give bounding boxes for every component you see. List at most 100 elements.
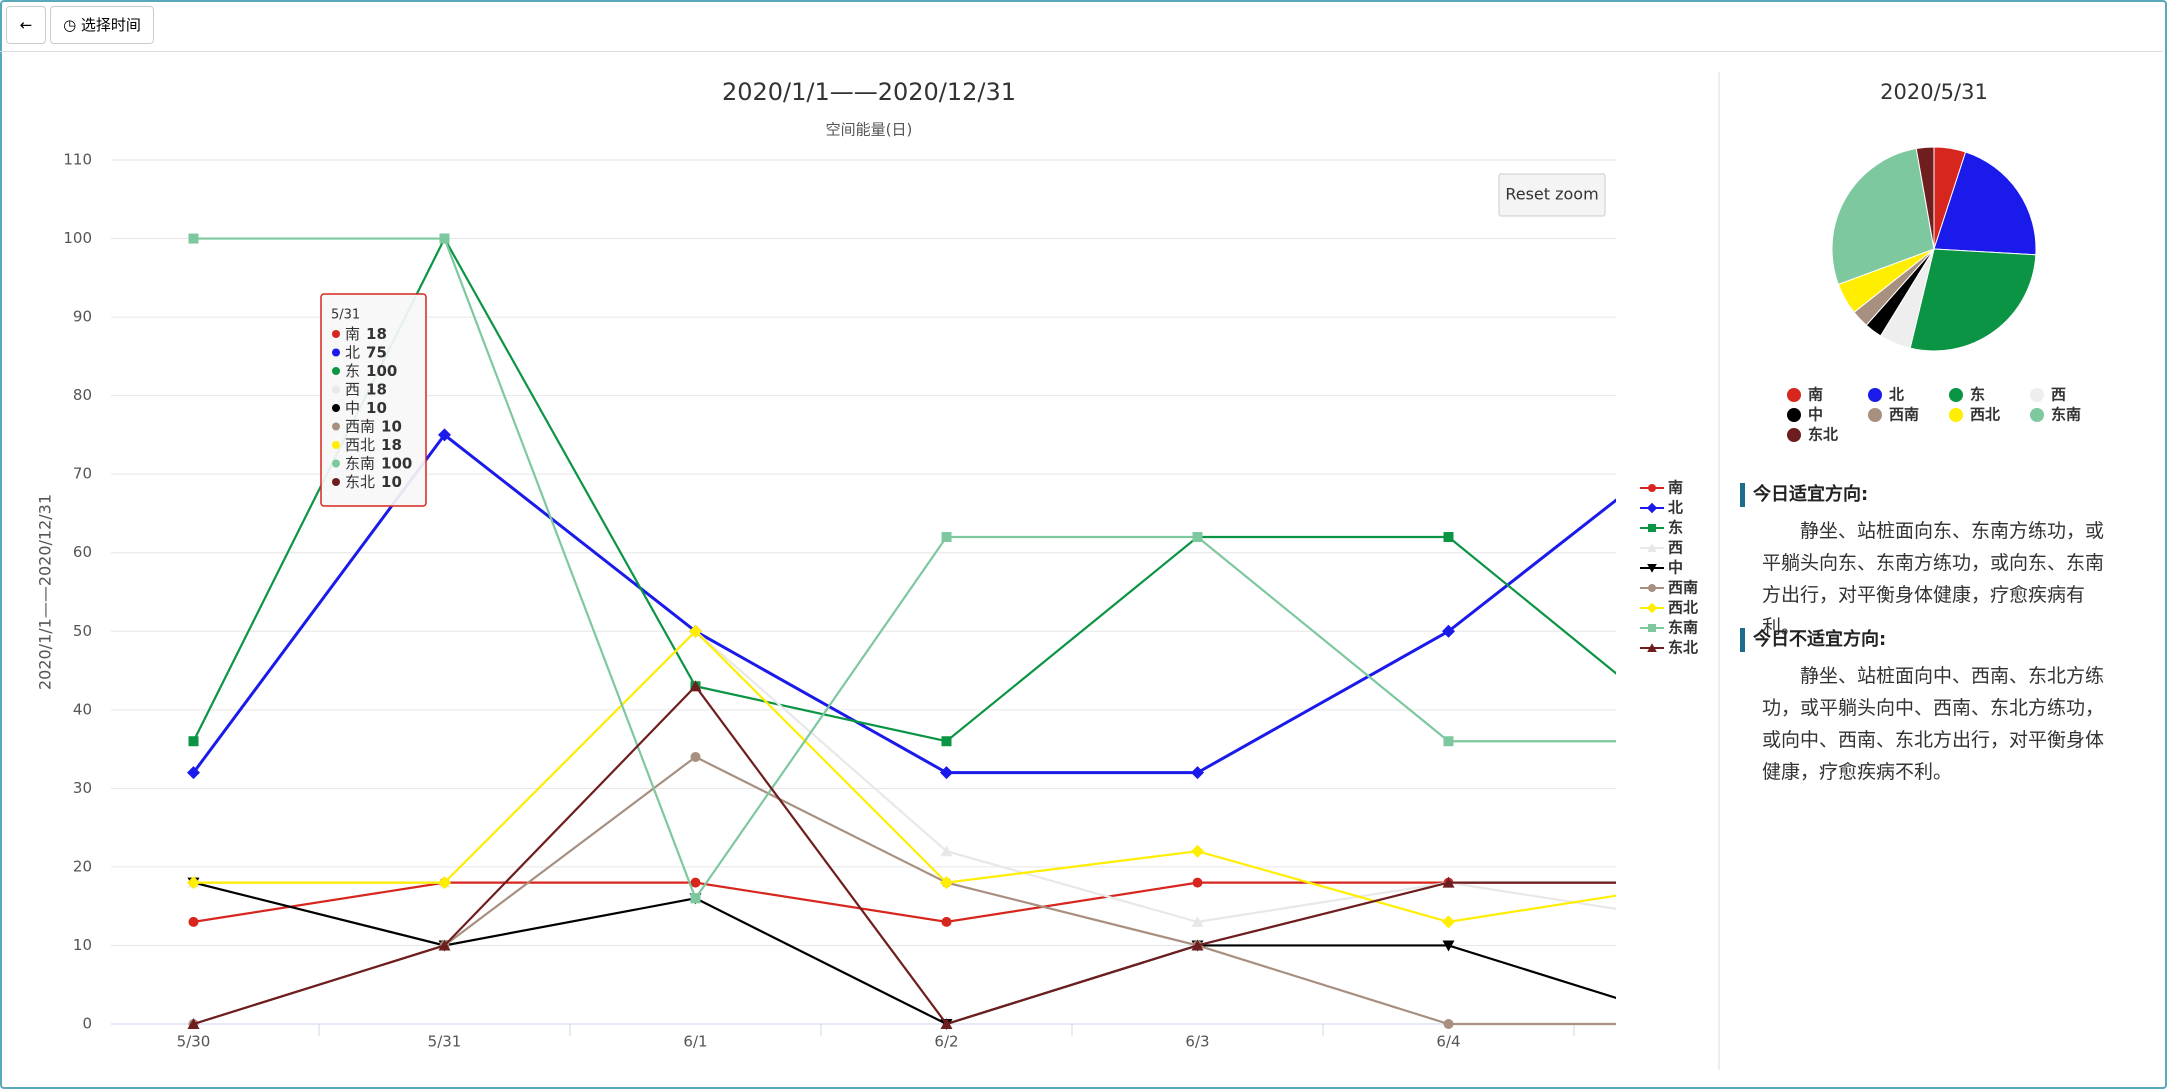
marker [1648,484,1656,492]
tooltip-series-name: 东南 [345,454,375,472]
tooltip-value: 18 [381,436,402,454]
pie-legend-label: 东北 [1808,426,1838,444]
tooltip-value: 10 [366,399,387,417]
marker [438,939,451,951]
marker [1443,1019,1454,1029]
tooltip-series-name: 中 [345,399,360,417]
marker [1646,502,1658,514]
tooltip-value: 100 [381,454,412,472]
x-tick-label: 5/30 [177,1033,211,1051]
marker [690,893,701,904]
pie-legend-dot [2030,408,2044,422]
good-text: 静坐、站桩面向东、东南方练功，或平躺头向东、东南方练功，或向东、东南方出行，对平… [1762,520,2105,638]
marker [689,680,702,692]
tooltip-name: 东 100 [345,362,397,380]
marker [1442,624,1455,638]
time-button[interactable]: ◷ 选择时间 [50,6,154,44]
back-button[interactable]: ← [6,6,46,44]
y-tick-label: 60 [73,543,92,561]
reset-zoom-button[interactable] [1498,173,1606,217]
marker [1192,532,1203,543]
x-tick-label: 5/31 [428,1033,462,1051]
marker [1443,532,1454,543]
marker [1694,877,1706,888]
series-line [193,755,1616,1026]
marker [1695,1019,1705,1029]
y-tick-label: 80 [73,386,92,404]
y-tick-label: 40 [73,700,92,718]
tooltip-dot [332,404,340,412]
pie-legend-dot [2030,388,2044,402]
x-tick-label: 6/3 [1185,1033,1209,1051]
x-tick-label: 6/4 [1436,1033,1460,1051]
tooltip-dot [332,422,340,431]
marker [1191,844,1204,858]
reset-zoom-label: Reset zoom [1505,185,1598,204]
y-tick-label: 70 [73,465,92,483]
marker [188,916,199,927]
pie-legend-dot [1787,388,1801,402]
marker [690,751,701,762]
bad-text: 静坐、站桩面向中、西南、东北方练功，或平躺头向中、西南、东北方练功，或向中、西南… [1762,665,2105,783]
tooltip-dot [332,367,340,375]
marker [941,916,952,927]
marker [940,876,953,890]
tooltip-header: 5/31 [331,308,360,323]
marker [1647,643,1657,652]
marker [1442,876,1455,888]
tooltip-name: 西南 10 [345,417,402,435]
marker [1647,564,1657,573]
tooltip-value: 100 [366,362,397,380]
marker [1694,916,1706,927]
marker [1442,915,1455,929]
tooltip-dot [332,459,340,468]
tooltip-value: 10 [381,473,402,491]
marker [188,736,199,747]
marker [940,845,953,857]
bad-advice: 今日不适宜方向: 静坐、站桩面向中、西南、东北方练功，或平躺头向中、西南、东北方… [1740,628,2120,788]
legend-label: 东南 [1668,619,1698,637]
marker [1191,766,1204,780]
time-button-label: 选择时间 [80,16,141,34]
tooltip-dot [332,478,340,486]
marker [1648,524,1656,532]
tooltip-dot [332,348,340,357]
legend-label: 西 [1668,539,1683,557]
marker [438,428,451,442]
tooltip-series-name: 西南 [345,417,375,435]
marker [1191,939,1204,951]
marker [689,624,702,638]
marker [438,876,451,890]
tooltip-name: 中 10 [345,399,387,417]
y-tick-label: 30 [73,779,92,797]
tooltip-name: 东北 10 [345,473,402,491]
legend-label: 西北 [1668,599,1698,617]
y-tick-label: 50 [73,622,92,640]
pie-legend-label: 西 [2051,386,2066,404]
marker [1693,428,1706,441]
legend-label: 北 [1668,499,1683,517]
pie-legend-dot [1787,428,1801,442]
tooltip-series-name: 东 [345,362,360,380]
marker [1191,915,1204,927]
tooltip-value: 10 [381,417,402,435]
marker [439,233,450,244]
marker [1442,940,1455,952]
marker [187,876,200,890]
tooltip-name: 南 18 [345,325,387,343]
tooltip-series-name: 东北 [345,473,375,491]
pie-legend-label: 北 [1889,386,1904,404]
pie-legend-label: 东南 [2051,406,2081,424]
x-tick-label: 6/2 [934,1033,958,1051]
y-tick-label: 0 [82,1015,92,1033]
line-subtitle: 空间能量(日) [826,121,913,139]
y-tick-label: 100 [63,229,92,247]
plot-area [187,233,1706,1030]
pie-legend-label: 中 [1808,406,1823,424]
marker [1646,602,1658,614]
pie-legend-dot [1868,388,1882,402]
marker [690,877,701,888]
good-advice: 今日适宜方向: 静坐、站桩面向东、东南方练功，或平躺头向东、东南方练功，或向东、… [1740,483,2120,643]
